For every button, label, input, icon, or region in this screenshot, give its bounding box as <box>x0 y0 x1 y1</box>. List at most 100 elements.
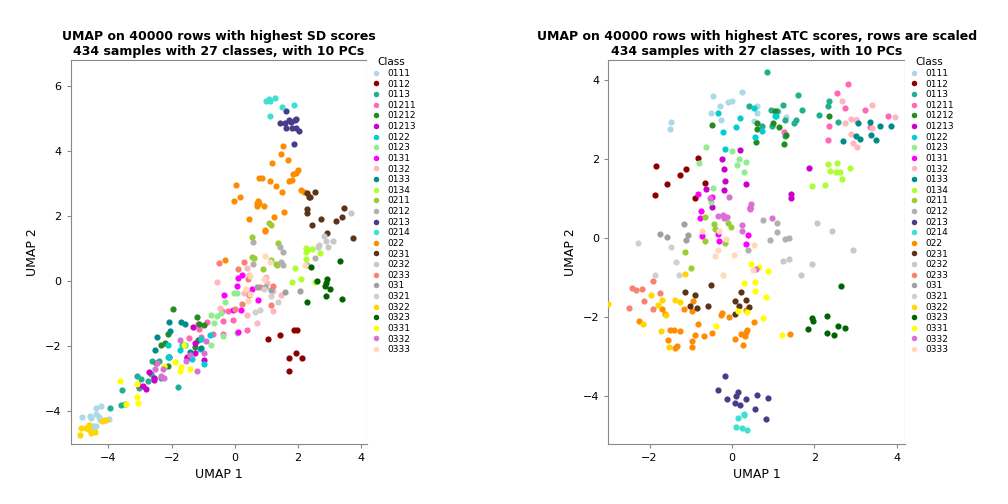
Point <box>695 227 711 235</box>
Point <box>238 285 254 293</box>
Point <box>278 124 294 132</box>
Point <box>728 423 744 431</box>
Point <box>251 200 267 208</box>
Point <box>790 91 806 99</box>
Point <box>95 417 111 425</box>
Point <box>190 337 206 345</box>
Point <box>742 204 758 212</box>
Point <box>114 386 130 394</box>
Point <box>715 308 731 317</box>
Point <box>236 288 252 296</box>
Point <box>786 118 802 127</box>
Point <box>290 127 306 135</box>
Point <box>196 321 212 329</box>
Point <box>717 145 733 153</box>
Point <box>738 296 754 304</box>
Point <box>698 185 714 194</box>
Point <box>346 233 362 241</box>
Point <box>138 385 154 393</box>
Point <box>188 367 205 375</box>
Point <box>724 147 740 155</box>
Point <box>670 271 686 279</box>
Point <box>704 329 720 337</box>
Point <box>710 109 726 117</box>
Point <box>176 341 193 349</box>
Point <box>707 225 723 233</box>
Point <box>82 412 98 420</box>
Point <box>778 131 794 139</box>
Point <box>749 109 765 117</box>
Point <box>233 305 249 313</box>
Point <box>663 243 679 251</box>
Point <box>309 277 326 285</box>
Point <box>703 109 719 117</box>
Point <box>84 429 100 437</box>
Point <box>880 112 896 120</box>
Point <box>828 168 844 176</box>
Point <box>334 294 350 302</box>
Point <box>732 146 748 154</box>
Point <box>600 300 616 308</box>
Point <box>630 238 646 246</box>
Point <box>241 290 257 298</box>
Point <box>821 97 837 105</box>
Point <box>738 240 754 248</box>
Point <box>263 256 279 264</box>
Point <box>281 367 297 375</box>
Point <box>746 104 762 112</box>
Point <box>715 128 731 136</box>
Point <box>260 335 276 343</box>
Point <box>643 291 659 299</box>
Point <box>326 237 342 245</box>
Point <box>299 205 316 213</box>
Point <box>733 401 749 409</box>
Point <box>721 313 737 321</box>
Point <box>236 258 252 266</box>
Point <box>742 205 758 213</box>
Point <box>304 221 321 229</box>
Point <box>86 427 102 435</box>
Point <box>776 128 792 136</box>
Point <box>209 312 225 320</box>
Point <box>724 97 740 105</box>
Point <box>263 286 279 294</box>
Point <box>88 410 104 418</box>
Point <box>269 261 285 269</box>
Point <box>96 416 112 424</box>
Point <box>292 286 308 294</box>
Point <box>212 304 228 312</box>
Point <box>98 416 114 424</box>
Point <box>759 68 775 76</box>
Point <box>822 112 838 120</box>
Point <box>133 375 149 383</box>
Point <box>229 289 245 297</box>
Point <box>84 422 100 430</box>
Point <box>343 210 359 218</box>
Point <box>730 414 746 422</box>
Point <box>704 203 720 211</box>
Point <box>80 425 96 433</box>
Point <box>747 405 763 413</box>
Point <box>280 156 296 164</box>
Point <box>303 264 320 272</box>
Point <box>706 92 722 100</box>
Point <box>306 278 323 286</box>
Point <box>770 107 786 115</box>
Point <box>765 119 781 127</box>
Point <box>170 383 186 391</box>
Point <box>746 117 762 125</box>
Point <box>794 106 810 114</box>
Point <box>698 237 714 245</box>
Point <box>181 348 198 356</box>
Point <box>734 227 750 235</box>
Point <box>265 213 281 221</box>
Point <box>721 193 737 201</box>
Point <box>252 283 268 291</box>
Point <box>227 289 243 297</box>
Point <box>659 233 675 241</box>
Point <box>771 122 787 131</box>
Point <box>230 265 246 273</box>
Point <box>738 332 754 340</box>
Point <box>155 364 171 372</box>
Point <box>129 380 145 388</box>
